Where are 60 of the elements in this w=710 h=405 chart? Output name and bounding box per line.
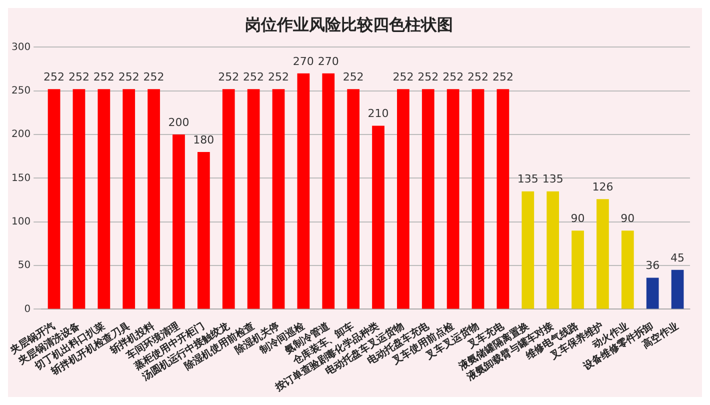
data-label: 252 [268,70,289,84]
data-label: 252 [93,70,114,84]
data-label: 135 [517,172,538,186]
bar [546,191,560,309]
bar [272,89,285,309]
y-tick-label: 150 [11,172,31,184]
data-label: 270 [318,54,339,68]
bar [347,89,360,309]
bar [247,89,260,309]
bar [148,89,160,309]
bar [596,199,609,309]
data-label: 252 [418,70,439,84]
data-label: 135 [542,172,564,186]
bar [422,89,434,309]
y-tick-label: 0 [24,304,31,315]
bar [671,270,684,309]
data-label: 252 [468,70,489,84]
y-tick-label: 50 [18,260,31,272]
bar [48,89,60,309]
y-tick-label: 200 [11,129,31,140]
bar [122,89,136,309]
bar [222,89,235,309]
data-label: 252 [392,70,414,84]
bar [372,126,384,309]
bar [72,89,86,309]
bar [172,134,185,309]
bar [496,89,510,309]
y-tick-label: 250 [11,85,31,96]
bar [646,278,659,309]
bar [98,89,110,309]
bar [197,152,210,309]
data-label: 252 [218,70,240,84]
data-label: 36 [646,259,660,272]
data-label: 210 [368,107,389,120]
chart-title: 岗位作业风险比较四色柱状图 [245,14,453,34]
bar [572,230,584,309]
data-label: 252 [342,70,364,84]
bar [297,73,310,309]
data-label: 200 [168,116,190,129]
y-tick-label: 300 [11,42,31,53]
data-label: 252 [118,70,140,84]
y-tick-label: 100 [11,216,31,228]
data-label: 252 [143,70,164,84]
data-label: 180 [193,133,214,146]
data-label: 270 [292,54,314,68]
bar [472,89,484,309]
data-label: 252 [243,70,264,84]
data-label: 252 [442,70,464,84]
data-label: 126 [592,180,614,194]
data-label: 252 [68,70,90,84]
bar [522,191,534,309]
bar [322,73,335,309]
data-label: 252 [44,70,65,84]
data-label: 45 [670,251,685,264]
bar [621,230,634,309]
bar [446,89,460,309]
data-label: 90 [620,212,635,225]
bar [397,89,410,309]
data-label: 252 [492,70,514,84]
data-label: 90 [570,212,585,225]
